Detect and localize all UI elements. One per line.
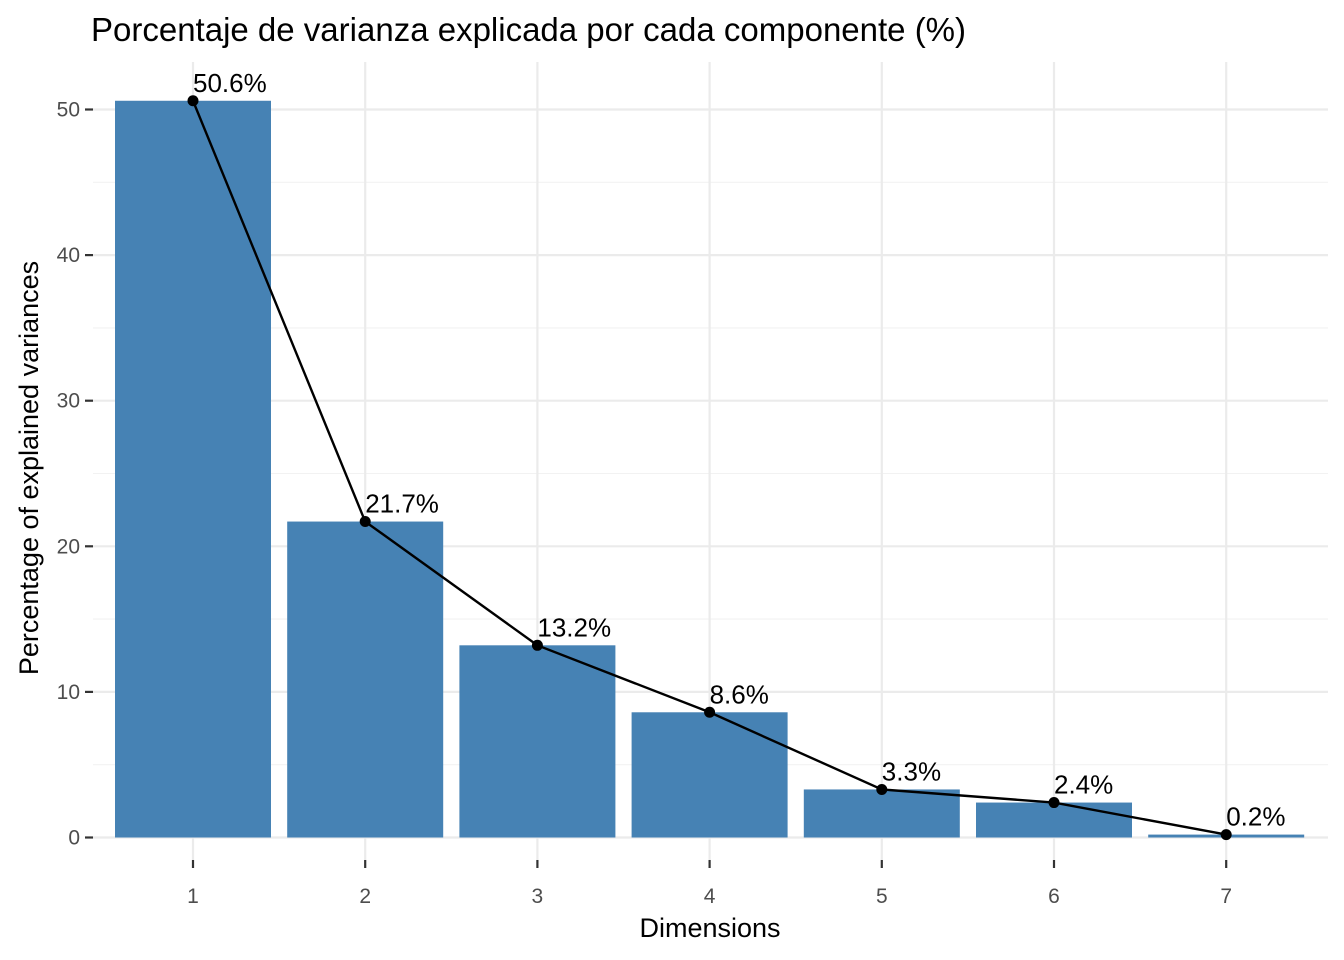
data-label-2: 21.7% [365,489,439,519]
point-3 [531,639,543,651]
y-tick-label: 30 [57,390,80,413]
y-axis-title: Percentage of explained variances [14,261,44,675]
x-tick-label: 3 [532,885,544,908]
bars [115,100,1305,838]
x-tick-label: 2 [359,885,371,908]
bar-1 [115,100,271,838]
data-label-7: 0.2% [1226,802,1285,832]
data-label-4: 8.6% [710,679,769,709]
x-tick-label: 4 [704,885,716,908]
point-5 [876,783,888,795]
chart-title: Porcentaje de varianza explicada por cad… [91,11,966,48]
x-tick-label: 1 [187,885,199,908]
x-axis-title: Dimensions [639,913,780,943]
y-tick-label: 40 [57,244,80,267]
x-tick-label: 7 [1220,885,1232,908]
point-2 [359,516,371,528]
data-label-5: 3.3% [882,756,941,786]
y-tick-label: 0 [68,827,80,850]
y-axis: 0 10 20 30 40 50 [57,99,93,850]
point-4 [704,706,716,718]
data-label-3: 13.2% [537,612,611,642]
y-tick-label: 50 [57,99,80,122]
point-1 [187,95,199,107]
bar-3 [459,645,616,838]
bar-6 [976,802,1132,838]
point-7 [1220,829,1232,841]
point-6 [1048,797,1060,809]
y-tick-label: 10 [57,681,80,704]
x-tick-label: 5 [876,885,888,908]
data-label-6: 2.4% [1054,770,1113,800]
bar-4 [631,712,788,838]
x-tick-label: 6 [1048,885,1060,908]
bar-5 [803,789,960,838]
points [187,95,1232,841]
data-label-1: 50.6% [193,68,267,98]
y-tick-label: 20 [57,535,80,558]
data-labels: 50.6% 21.7% 13.2% 8.6% 3.3% 2.4% 0.2% [193,68,1285,832]
x-axis: 1 2 3 4 5 6 7 [187,860,1232,908]
bar-2 [287,521,444,838]
